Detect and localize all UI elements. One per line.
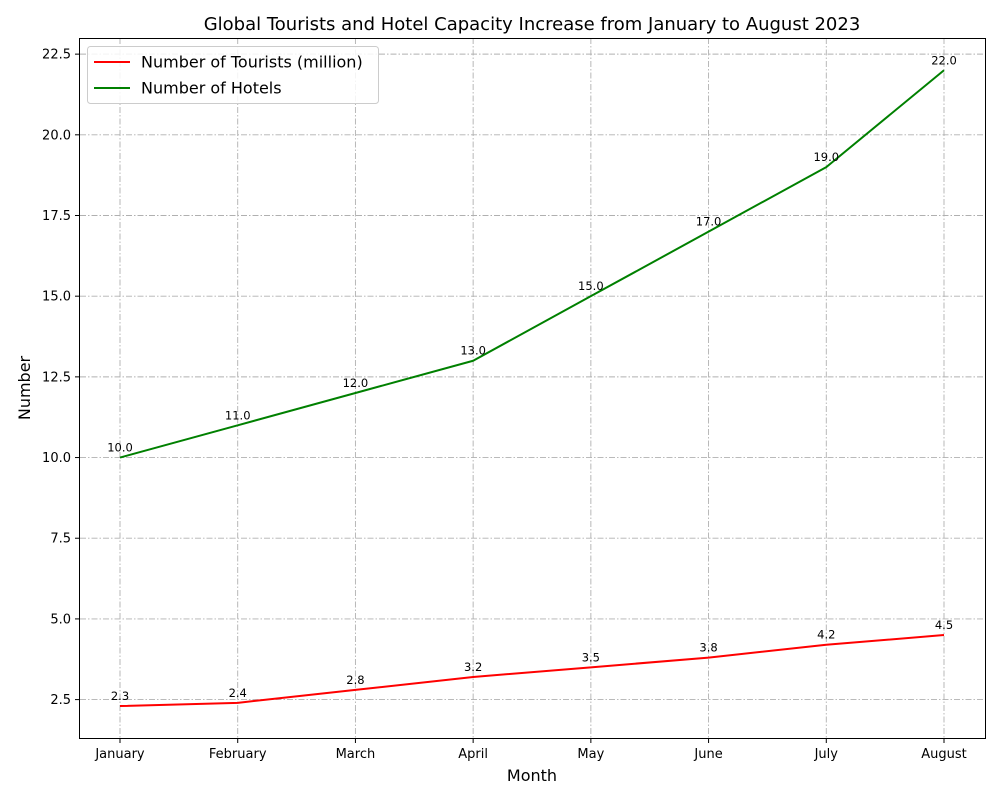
data-label: 3.2: [464, 660, 482, 674]
x-tick-label: February: [209, 747, 267, 762]
x-tick-label: March: [336, 747, 376, 762]
plot-frame: [79, 38, 986, 739]
y-tick-label: 5.0: [50, 612, 71, 627]
data-label: 10.0: [107, 441, 133, 455]
data-label: 3.5: [582, 650, 600, 664]
data-label: 2.4: [229, 686, 247, 700]
y-tick-label: 2.5: [50, 693, 71, 708]
y-tick-label: 10.0: [42, 451, 71, 466]
y-tick-label: 15.0: [42, 290, 71, 305]
y-tick-label: 20.0: [42, 128, 71, 143]
data-label: 11.0: [225, 408, 251, 422]
data-label: 2.8: [346, 673, 364, 687]
x-axis-ticks: January February March April May June July Augu…: [94, 738, 967, 762]
legend: Number of Tourists (million) Number of H…: [87, 46, 379, 104]
legend-label-tourists: Number of Tourists (million): [141, 53, 363, 72]
data-label: 4.5: [935, 618, 953, 632]
data-label: 3.8: [699, 641, 717, 655]
data-label: 17.0: [696, 215, 722, 229]
x-axis-label: Month: [507, 766, 557, 785]
y-axis-ticks: 2.5 5.0 7.5 10.0 12.5 15.0 17.5 20.0 22.5: [42, 48, 80, 708]
x-tick-label: May: [577, 747, 604, 762]
chart-title: Global Tourists and Hotel Capacity Incre…: [204, 14, 861, 35]
series-lines: [119, 69, 945, 708]
series-line-tourists: [119, 634, 945, 708]
y-tick-label: 22.5: [42, 48, 71, 63]
x-tick-label: January: [94, 747, 145, 762]
y-tick-label: 12.5: [42, 370, 71, 385]
legend-box: [87, 46, 379, 104]
x-tick-label: June: [693, 747, 722, 762]
data-label: 13.0: [460, 344, 486, 358]
data-label: 15.0: [578, 279, 604, 293]
x-tick-label: April: [458, 747, 488, 762]
data-label: 2.3: [111, 689, 129, 703]
legend-label-hotels: Number of Hotels: [141, 79, 282, 98]
data-label: 12.0: [343, 376, 369, 390]
data-labels: 2.3 2.4 2.8 3.2 3.5 3.8 4.2 4.5 10.0 11.0 12.0 13.0…: [107, 53, 957, 703]
y-axis-label: Number: [15, 355, 34, 420]
x-tick-label: July: [814, 747, 839, 762]
data-label: 22.0: [931, 53, 957, 67]
data-label: 4.2: [817, 628, 835, 642]
y-tick-label: 7.5: [50, 532, 71, 547]
grid: [80, 38, 985, 738]
series-line-hotels: [119, 69, 945, 459]
data-label: 19.0: [813, 150, 839, 164]
x-tick-label: August: [921, 747, 967, 762]
y-tick-label: 17.5: [42, 209, 71, 224]
